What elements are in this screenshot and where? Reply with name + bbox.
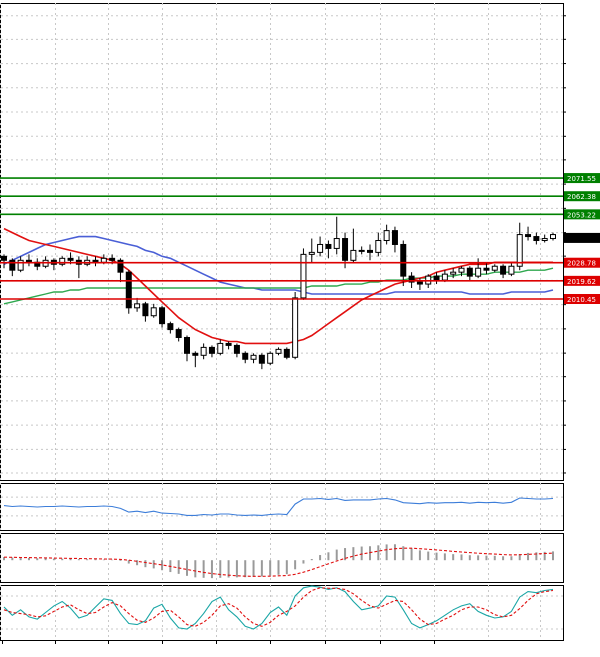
candle-bullish [275, 348, 282, 354]
pivot-level-price-tag [564, 293, 600, 304]
pivot-level-price-tag-label: 2062.38 [567, 193, 596, 201]
candle-bullish [134, 303, 141, 309]
candle-bullish [17, 259, 24, 271]
candle-bullish [200, 346, 207, 356]
candle-bullish [59, 257, 66, 265]
candle-bearish [175, 329, 182, 338]
candle-bullish [441, 273, 448, 281]
pivot-level-price-tag-label: 2010.45 [567, 296, 596, 304]
candle-bearish [400, 243, 407, 277]
rsi-line [3, 497, 554, 516]
candle-bearish [466, 267, 473, 277]
stoch-k-line [3, 585, 554, 630]
candle-bullish [100, 257, 107, 263]
candle-bullish [550, 234, 556, 240]
pivot-level-price-tag [564, 191, 600, 202]
candle-bullish [150, 307, 157, 317]
candle-bearish [500, 265, 507, 275]
candle-bearish [167, 323, 174, 331]
candle-bullish [292, 297, 299, 358]
candle-bearish [208, 346, 215, 354]
candle-bearish [142, 303, 149, 317]
candle-bullish [300, 253, 307, 299]
candle-bearish [125, 271, 132, 309]
candle-bullish [267, 352, 274, 364]
candle-bullish [383, 230, 390, 242]
pivot-level-price-tag-label: 2071.55 [567, 175, 596, 183]
pivot-level-price-tag-label: 2019.62 [567, 278, 596, 286]
candle-bearish [408, 275, 415, 283]
candle-bearish [9, 259, 16, 271]
candle-bearish [367, 249, 373, 253]
candle-bullish [250, 354, 257, 360]
candle-bearish [192, 352, 199, 356]
candle-bullish [541, 238, 548, 242]
candle-bearish [283, 348, 290, 358]
pivot-level-price-tag [564, 173, 600, 184]
candle-bearish [242, 352, 249, 360]
candle-bullish [308, 251, 315, 255]
candle-bullish [458, 267, 465, 273]
candle-bearish [533, 236, 540, 242]
stoch-d-line [3, 587, 554, 627]
candle-bearish [233, 344, 240, 354]
candle-bearish [258, 354, 265, 364]
macd-signal-line [3, 547, 554, 577]
candle-bearish [1, 255, 7, 261]
candle-bearish [184, 336, 190, 354]
pivot-level-price-tag [564, 275, 600, 286]
pivot-level-price-tag-label: 2053.22 [567, 211, 596, 219]
candle-bearish [525, 234, 532, 238]
red-moving-average-line [3, 227, 553, 345]
candle-bullish [333, 238, 340, 249]
candle-bearish [433, 275, 440, 281]
pivot-level-price-tag-label: 2028.78 [567, 260, 596, 268]
current-price-tag [564, 232, 600, 243]
pivot-level-price-tag [564, 209, 600, 220]
candle-bullish [317, 243, 324, 253]
candle-bearish [109, 257, 116, 261]
candle-bullish [217, 342, 224, 354]
candle-bearish [483, 267, 490, 271]
candle-bearish [67, 257, 74, 261]
candle-bullish [475, 267, 482, 277]
candle-bullish [350, 249, 357, 261]
candle-bearish [342, 238, 349, 261]
candle-bullish [450, 271, 457, 275]
candle-bearish [416, 281, 423, 285]
candle-bullish [508, 265, 515, 275]
candle-bearish [391, 230, 398, 245]
candle-bullish [375, 240, 382, 253]
blue-moving-average-line [3, 235, 554, 295]
candle-bullish [491, 265, 498, 271]
candle-bullish [358, 249, 365, 252]
candle-bearish [117, 259, 124, 273]
price-panel-frame [0, 3, 564, 481]
candle-bearish [159, 307, 166, 325]
candle-bearish [325, 243, 332, 249]
candle-bearish [225, 342, 232, 346]
pivot-level-price-tag [564, 257, 600, 268]
candle-bullish [516, 234, 523, 267]
